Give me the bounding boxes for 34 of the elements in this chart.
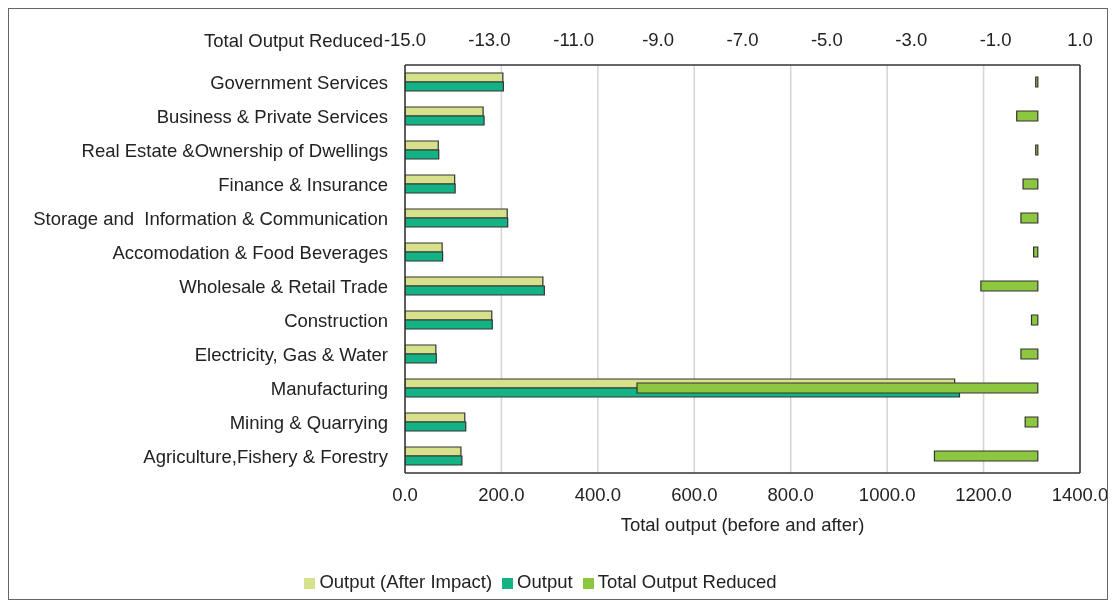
- y-tick-label: Manufacturing: [270, 377, 388, 399]
- legend-label: Output (After Impact): [319, 571, 493, 592]
- x2-tick-label: -11.0: [553, 29, 595, 50]
- x-tick-label: 1000.0: [858, 484, 916, 506]
- x2-tick-label: -3.0: [895, 29, 928, 50]
- y-tick-label: Construction: [284, 309, 388, 331]
- x-tick-label: 1400.0: [1051, 484, 1109, 506]
- x2-axis-title: Total Output Reduced: [204, 29, 383, 51]
- x-axis-title: Total output (before and after): [620, 514, 865, 535]
- y-tick-label: Agriculture,Fishery & Forestry: [143, 445, 389, 467]
- x2-tick-label: -5.0: [810, 29, 843, 50]
- y-tick-label: Government Services: [210, 71, 388, 93]
- y-tick-label: Real Estate &Ownership of Dwellings: [81, 139, 388, 161]
- y-tick-label: Wholesale & Retail Trade: [179, 275, 388, 297]
- y-tick-label: Finance & Insurance: [218, 173, 388, 195]
- y-tick-label: Business & Private Services: [156, 105, 388, 127]
- x-tick-label: 200.0: [478, 484, 525, 506]
- x2-tick-label: 1.0: [1067, 29, 1093, 50]
- y-tick-label: Storage and Information & Communication: [33, 207, 388, 229]
- x-tick-label: 800.0: [767, 484, 814, 506]
- x2-tick-label: -9.0: [642, 29, 675, 50]
- legend-label: Total Output Reduced: [597, 571, 777, 592]
- x-tick-label: 1200.0: [955, 484, 1012, 506]
- y-tick-label: Mining & Quarrying: [229, 411, 388, 433]
- legend-label: Output: [517, 571, 573, 592]
- y-tick-label: Accomodation & Food Beverages: [112, 241, 388, 263]
- y-tick-label: Electricity, Gas & Water: [194, 343, 388, 365]
- x2-tick-label: -1.0: [979, 29, 1012, 50]
- x2-tick-label: -7.0: [726, 29, 759, 50]
- x2-tick-label: -15.0: [383, 29, 427, 50]
- x-tick-label: 0.0: [392, 484, 418, 506]
- x-tick-label: 600.0: [671, 484, 718, 506]
- x2-tick-label: -13.0: [468, 29, 511, 50]
- x-tick-label: 400.0: [574, 484, 622, 506]
